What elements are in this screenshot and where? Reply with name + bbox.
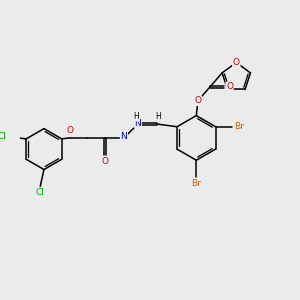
Text: H: H <box>133 112 139 121</box>
Text: O: O <box>67 126 73 135</box>
Text: Cl: Cl <box>36 188 45 197</box>
Text: O: O <box>233 58 240 67</box>
Text: O: O <box>102 157 109 166</box>
Text: N: N <box>121 133 127 142</box>
Text: N: N <box>134 118 141 127</box>
Text: Br: Br <box>234 122 244 131</box>
Text: O: O <box>226 82 233 91</box>
Text: O: O <box>194 96 202 105</box>
Text: Br: Br <box>191 179 201 188</box>
Text: H: H <box>155 112 161 121</box>
Text: Cl: Cl <box>0 133 7 142</box>
